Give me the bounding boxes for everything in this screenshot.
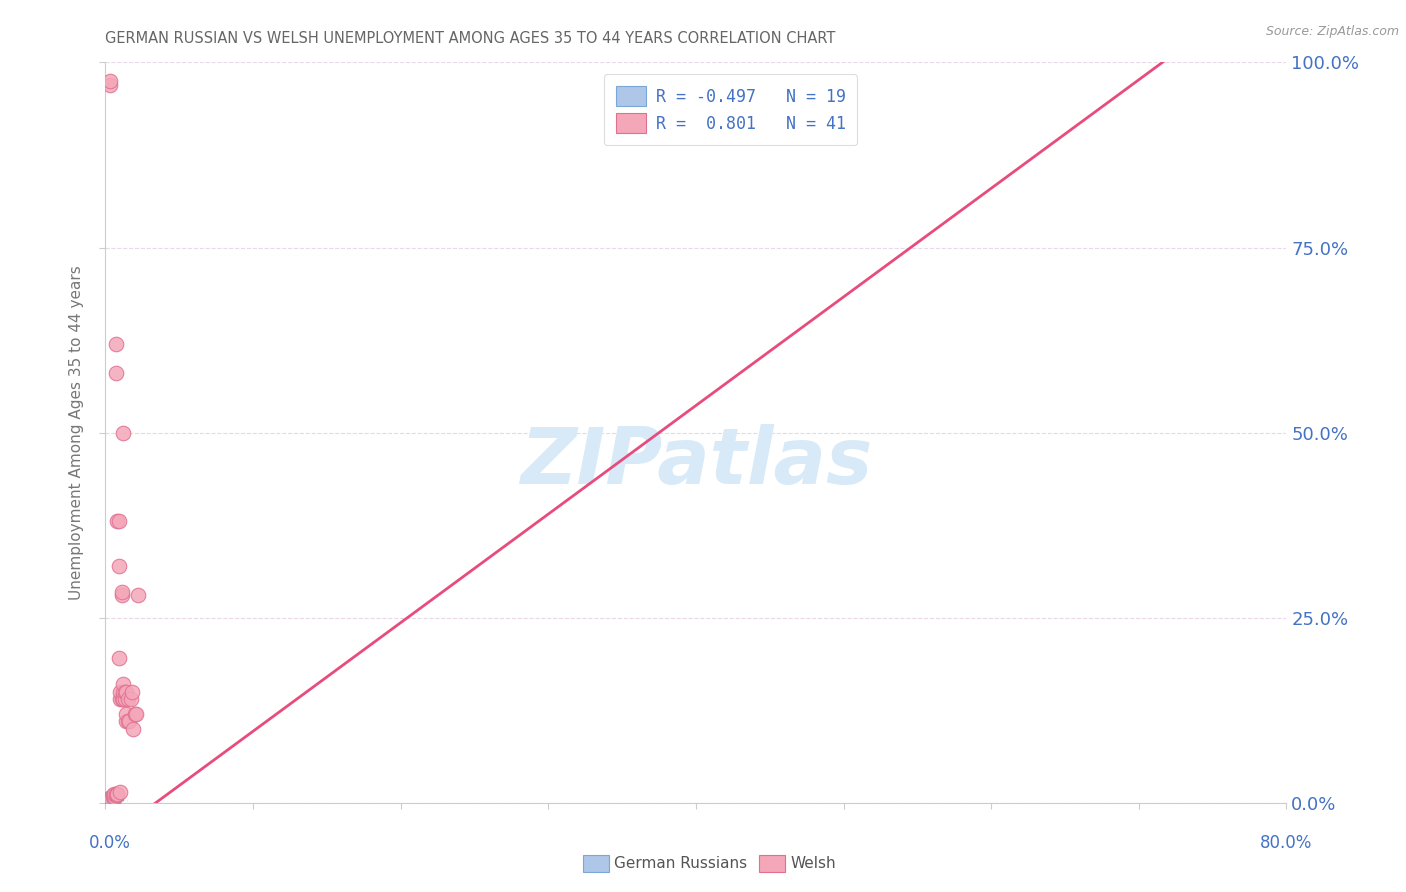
Point: [103, 789, 125, 804]
Point: [114, 692, 136, 706]
Point: [101, 790, 124, 805]
Point: [96, 794, 118, 808]
Point: [115, 706, 138, 721]
Point: [105, 515, 128, 529]
Point: [98, 792, 121, 806]
Point: [114, 685, 136, 699]
Point: [101, 789, 124, 803]
Point: [98, 790, 121, 805]
Point: [117, 692, 139, 706]
Point: [94, 794, 117, 808]
Text: GERMAN RUSSIAN VS WELSH UNEMPLOYMENT AMONG AGES 35 TO 44 YEARS CORRELATION CHART: GERMAN RUSSIAN VS WELSH UNEMPLOYMENT AMO…: [105, 31, 835, 46]
Point: [100, 792, 122, 806]
Point: [104, 789, 127, 803]
Point: [127, 589, 149, 603]
Point: [105, 787, 128, 801]
Point: [97, 791, 120, 805]
Point: [110, 785, 132, 799]
Point: [110, 685, 132, 699]
Point: [110, 692, 132, 706]
Point: [101, 794, 124, 808]
Point: [100, 792, 122, 806]
Point: [104, 367, 127, 381]
Point: [111, 584, 134, 599]
Point: [94, 792, 117, 806]
Point: [118, 714, 141, 729]
Point: [124, 706, 146, 721]
Text: 80.0%: 80.0%: [1260, 834, 1313, 852]
Point: [107, 515, 129, 529]
Text: German Russians: German Russians: [614, 856, 748, 871]
Point: [97, 793, 120, 807]
Point: [104, 787, 127, 801]
Point: [103, 793, 125, 807]
Point: [107, 558, 129, 573]
Point: [111, 692, 134, 706]
Point: [112, 425, 135, 440]
Legend: R = -0.497   N = 19, R =  0.801   N = 41: R = -0.497 N = 19, R = 0.801 N = 41: [605, 74, 858, 145]
Y-axis label: Unemployment Among Ages 35 to 44 years: Unemployment Among Ages 35 to 44 years: [69, 265, 84, 600]
Point: [115, 685, 138, 699]
Point: [100, 793, 122, 807]
Point: [112, 692, 135, 706]
Point: [97, 792, 120, 806]
Point: [115, 714, 138, 729]
Point: [101, 792, 124, 806]
Point: [98, 74, 121, 88]
Point: [100, 790, 122, 805]
Text: Welsh: Welsh: [790, 856, 835, 871]
Point: [98, 78, 121, 92]
Point: [122, 722, 145, 736]
Point: [96, 792, 118, 806]
Point: [103, 791, 125, 805]
Point: [107, 651, 129, 665]
Point: [98, 793, 121, 807]
Point: [112, 677, 135, 691]
Point: [98, 791, 121, 805]
Point: [105, 789, 128, 803]
Text: ZIPatlas: ZIPatlas: [520, 425, 872, 500]
Point: [120, 692, 142, 706]
Point: [103, 787, 125, 801]
Point: [104, 336, 127, 351]
Point: [111, 589, 134, 603]
Point: [101, 789, 124, 804]
Text: Source: ZipAtlas.com: Source: ZipAtlas.com: [1265, 25, 1399, 38]
Point: [117, 714, 139, 729]
Point: [112, 685, 135, 699]
Text: 0.0%: 0.0%: [89, 834, 131, 852]
Point: [125, 706, 148, 721]
Point: [121, 685, 143, 699]
